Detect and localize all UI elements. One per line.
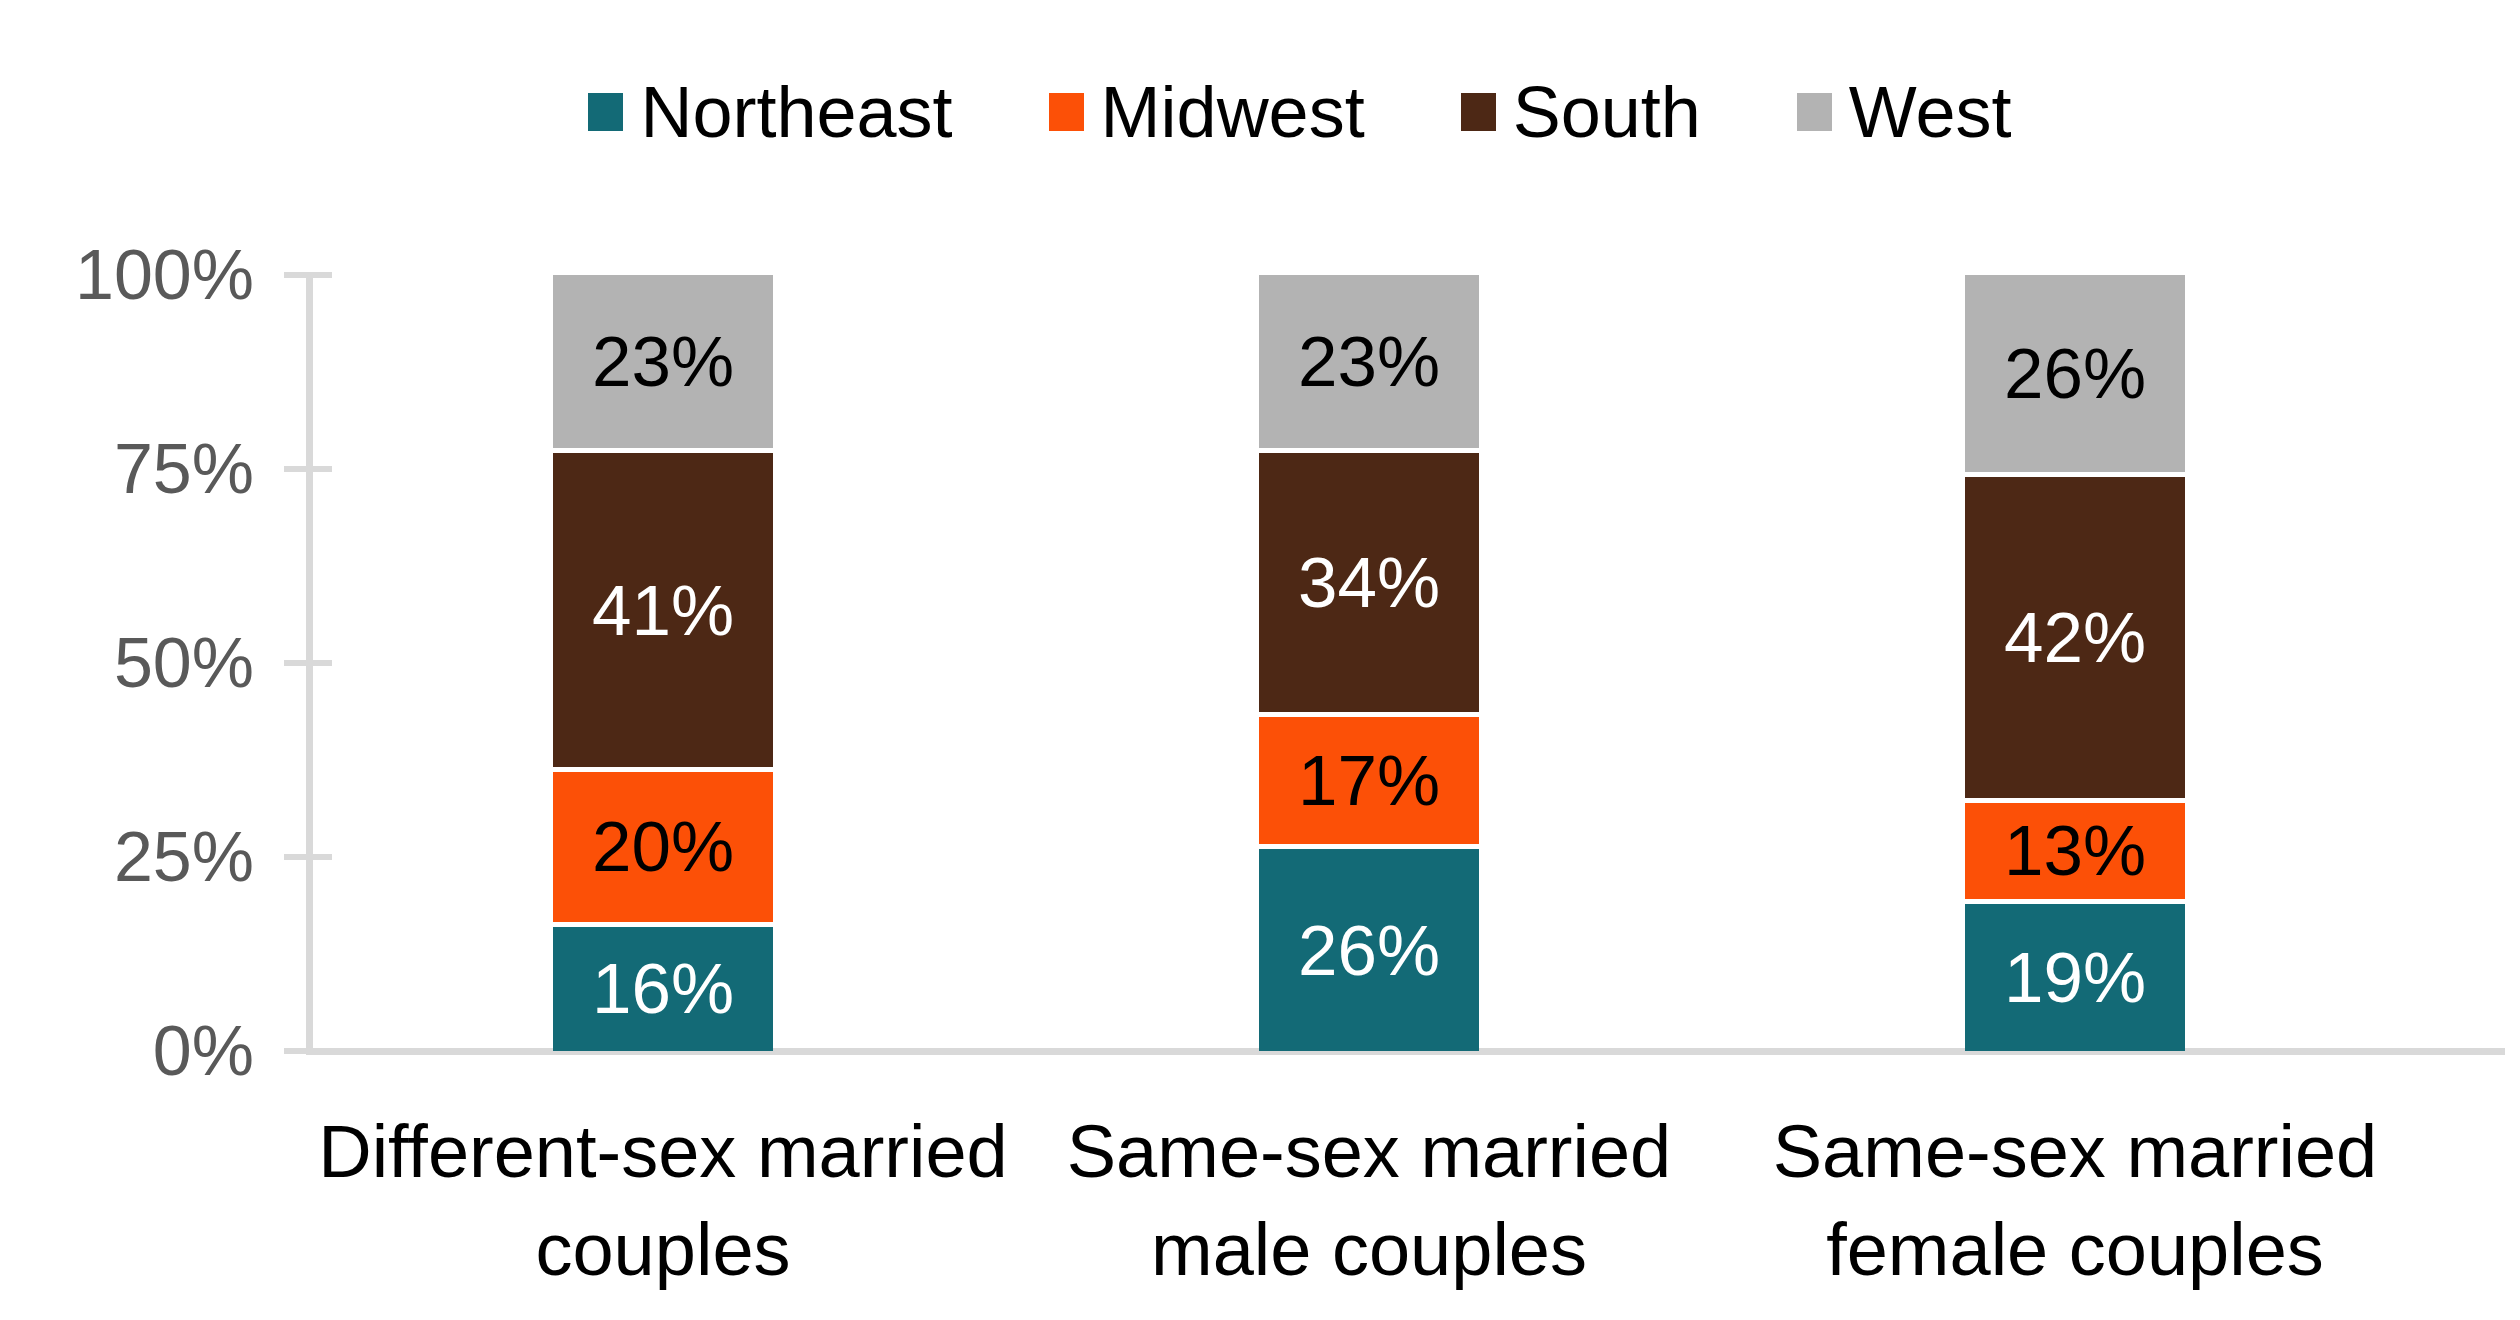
segment-value-label: 42%	[2004, 602, 2146, 673]
segment-value-label: 23%	[1298, 326, 1440, 397]
legend-label: West	[1849, 76, 2012, 148]
segment-value-label: 26%	[2004, 338, 2146, 409]
y-axis-tick	[284, 466, 332, 472]
y-axis-tick	[284, 272, 332, 278]
y-axis-tick	[284, 1048, 332, 1054]
y-axis-tick	[284, 854, 332, 860]
legend-item-northeast: Northeast	[588, 76, 952, 148]
segment-value-label: 20%	[592, 811, 734, 882]
legend-swatch-icon	[588, 93, 623, 131]
bar-2: 23% 34% 17% 26%	[1259, 275, 1479, 1051]
legend-swatch-icon	[1797, 93, 1832, 131]
segment-value-label: 17%	[1298, 745, 1440, 816]
bar-segment-west: 23%	[553, 275, 773, 453]
bar-segment-south: 41%	[553, 453, 773, 771]
legend: Northeast Midwest South West	[0, 76, 2520, 148]
y-axis-tick-label: 0%	[0, 1016, 254, 1086]
segment-value-label: 16%	[592, 953, 734, 1024]
bar-1: 23% 41% 20% 16%	[553, 275, 773, 1051]
category-label-3: Same-sex married female couples	[1685, 1103, 2465, 1298]
legend-label: Midwest	[1101, 76, 1365, 148]
y-axis-tick-label: 75%	[0, 434, 254, 504]
legend-label: Northeast	[640, 76, 952, 148]
segment-value-label: 41%	[592, 575, 734, 646]
y-axis-tick-label: 50%	[0, 628, 254, 698]
category-label-1: Different-sex married couples	[273, 1103, 1053, 1298]
bar-segment-west: 23%	[1259, 275, 1479, 453]
y-axis-tick	[284, 660, 332, 666]
segment-value-label: 34%	[1298, 547, 1440, 618]
bar-segment-west: 26%	[1965, 275, 2185, 477]
stacked-bar-chart: Northeast Midwest South West 100% 75% 50% 25% 0…	[0, 0, 2520, 1320]
bar-segment-midwest: 20%	[553, 772, 773, 927]
bar-segment-northeast: 16%	[553, 927, 773, 1051]
y-axis-tick-label: 25%	[0, 822, 254, 892]
bar-segment-midwest: 17%	[1259, 717, 1479, 849]
bar-segment-northeast: 26%	[1259, 849, 1479, 1051]
legend-item-west: West	[1797, 76, 2012, 148]
bar-segment-south: 42%	[1965, 477, 2185, 803]
segment-value-label: 23%	[592, 326, 734, 397]
bar-segment-midwest: 13%	[1965, 803, 2185, 904]
category-label-2: Same-sex married male couples	[979, 1103, 1759, 1298]
bar-3: 26% 42% 13% 19%	[1965, 275, 2185, 1051]
segment-value-label: 26%	[1298, 915, 1440, 986]
legend-swatch-icon	[1049, 93, 1084, 131]
segment-value-label: 19%	[2004, 942, 2146, 1013]
y-axis-tick-label: 100%	[0, 240, 254, 310]
legend-item-south: South	[1461, 76, 1701, 148]
segment-value-label: 13%	[2004, 815, 2146, 886]
bar-segment-northeast: 19%	[1965, 904, 2185, 1051]
bar-segment-south: 34%	[1259, 453, 1479, 717]
legend-swatch-icon	[1461, 93, 1496, 131]
legend-label: South	[1513, 76, 1701, 148]
legend-item-midwest: Midwest	[1049, 76, 1365, 148]
